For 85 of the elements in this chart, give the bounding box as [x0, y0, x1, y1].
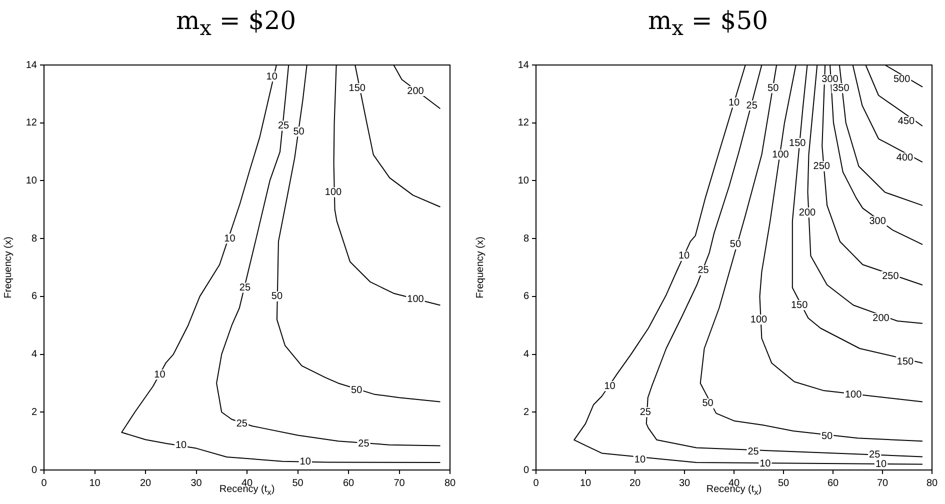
y-axis-title: Frequency (x) [2, 236, 14, 298]
annotation: 50 [768, 82, 780, 94]
x-tick-label: 80 [444, 478, 456, 489]
x-tick-label: 70 [394, 478, 406, 489]
x-tick-label: 50 [778, 478, 790, 489]
annotation: 10 [175, 440, 188, 452]
y-tick-label: 6 [31, 291, 38, 302]
annotation: 10 [154, 369, 166, 380]
y-tick-label: 10 [26, 175, 38, 186]
y-tick-label: 12 [26, 118, 38, 129]
x-tick-label: 60 [342, 478, 354, 489]
chart-title: m$_{x}$ = $20 [174, 6, 298, 40]
annotation: 25 [748, 446, 760, 458]
annotation: 25 [640, 406, 652, 418]
annotation: 250 [882, 270, 900, 282]
y-axis-title: Frequency (x) [474, 236, 486, 298]
annotation: 200 [798, 207, 816, 218]
annotation: 150 [896, 356, 914, 368]
annotation: 200 [872, 312, 890, 324]
x-tick-label: 30 [190, 478, 202, 489]
annotation: 100 [407, 294, 424, 306]
y-tick-label: 14 [518, 60, 530, 71]
annotation: 25 [358, 438, 370, 450]
x-tick-label: 20 [140, 478, 152, 489]
annotation: 100 [750, 314, 768, 326]
y-tick-label: 8 [31, 233, 38, 244]
y-tick-label: 4 [523, 349, 530, 360]
annotation: 10 [224, 233, 236, 244]
annotation: 100 [844, 390, 862, 401]
y-tick-label: 8 [523, 233, 530, 244]
y-tick-label: 0 [523, 464, 530, 476]
annotation: 10 [875, 458, 888, 470]
annotation: 25 [698, 265, 710, 276]
annotation: 150 [790, 300, 808, 311]
y-tick-label: 4 [31, 349, 38, 360]
x-tick-label: 60 [827, 478, 839, 489]
y-tick-label: 2 [523, 406, 530, 418]
annotation: 50 [293, 126, 305, 138]
annotation: 400 [896, 152, 914, 164]
annotation: 25 [236, 418, 248, 430]
annotation: 100 [772, 149, 790, 160]
annotation: 500 [893, 74, 911, 86]
annotation: 200 [407, 86, 424, 97]
x-tick-label: 0 [41, 478, 48, 489]
annotation: 25 [869, 450, 881, 461]
x-axis-title: Recency (t$_{x}$) [706, 484, 762, 497]
annotation: 10 [728, 97, 740, 108]
y-tick-label: 14 [26, 60, 38, 71]
annotation: 350 [832, 82, 850, 94]
x-axis-title: Recency (t$_{x}$) [219, 484, 275, 497]
annotation: 150 [348, 82, 366, 94]
x-tick-label: 50 [292, 478, 304, 489]
chart-title: m$_{x}$ = $50 [646, 6, 770, 40]
annotation: 300 [822, 74, 839, 86]
annotation: 50 [730, 239, 742, 250]
x-tick-label: 10 [580, 478, 592, 489]
y-tick-label: 0 [31, 464, 38, 476]
annotation: 10 [266, 71, 278, 82]
y-tick-label: 12 [518, 118, 530, 129]
annotation: 50 [271, 291, 283, 302]
annotation: 10 [634, 454, 646, 466]
annotation: 300 [869, 216, 886, 227]
annotation: 25 [278, 120, 290, 132]
annotation: 150 [789, 138, 806, 149]
annotation: 450 [898, 116, 916, 128]
y-tick-label: 6 [523, 291, 530, 302]
x-tick-label: 10 [89, 478, 101, 489]
annotation: 50 [351, 385, 363, 396]
annotation: 25 [239, 282, 251, 294]
x-tick-label: 70 [876, 478, 888, 489]
annotation: 100 [324, 187, 342, 198]
annotation: 10 [678, 250, 690, 262]
annotation: 50 [702, 398, 714, 410]
y-tick-label: 2 [31, 406, 38, 418]
x-tick-label: 80 [926, 478, 938, 489]
annotation: 10 [604, 380, 616, 392]
x-tick-label: 30 [678, 478, 690, 489]
y-tick-label: 10 [518, 175, 530, 186]
x-tick-label: 20 [629, 478, 641, 489]
annotation: 10 [300, 456, 312, 468]
annotation: 10 [760, 458, 772, 470]
x-tick-label: 0 [533, 478, 540, 489]
annotation: 25 [746, 100, 758, 112]
annotation: 250 [813, 161, 830, 172]
annotation: 50 [821, 430, 834, 442]
